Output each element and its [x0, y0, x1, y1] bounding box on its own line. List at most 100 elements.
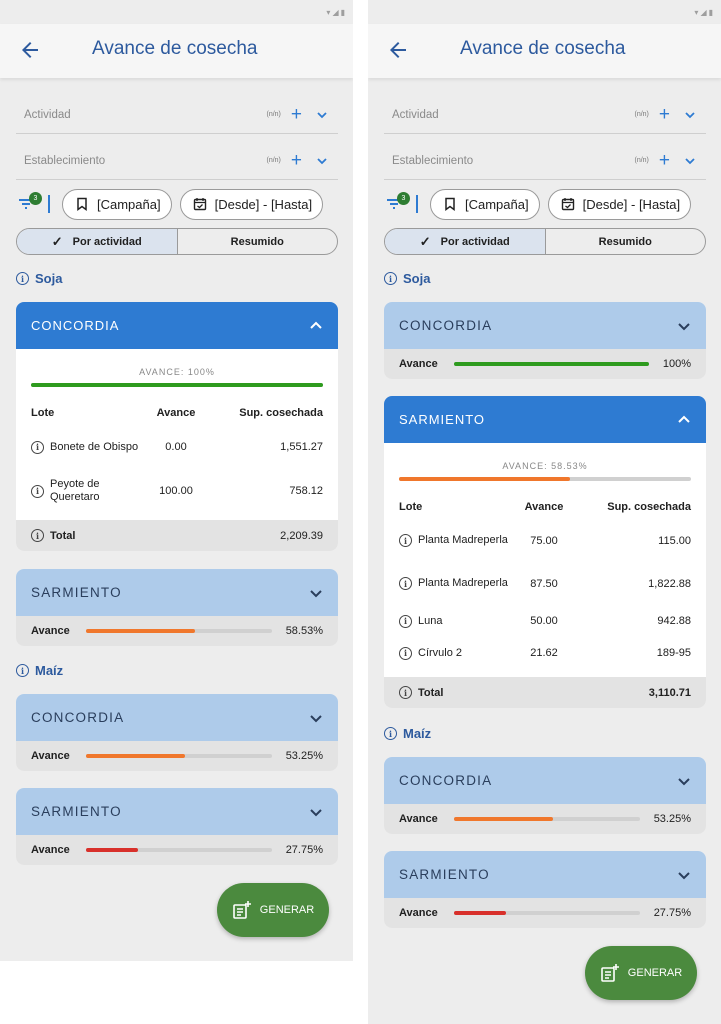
- chevron-down-icon[interactable]: [684, 155, 696, 167]
- card-title: CONCORDIA: [31, 710, 125, 725]
- card-header[interactable]: CONCORDIA: [384, 757, 706, 804]
- card-sarmiento-soja: SARMIENTO Avance 58.53%: [16, 569, 338, 646]
- total-value: 2,209.39: [280, 529, 323, 542]
- card-title: CONCORDIA: [399, 318, 493, 333]
- info-icon[interactable]: i: [31, 440, 44, 454]
- avance-title: AVANCE: 58.53%: [502, 461, 588, 471]
- chevron-down-icon[interactable]: [684, 109, 696, 121]
- add-report-icon: [232, 901, 251, 919]
- chevron-down-icon[interactable]: [677, 319, 691, 333]
- wifi-icon: ▾: [694, 7, 699, 17]
- table-row: i Círvulo 2 21.62 189-95: [399, 637, 691, 669]
- chevron-up-icon[interactable]: [309, 319, 323, 333]
- actividad-field[interactable]: Actividad (n/n) +: [16, 96, 338, 134]
- generar-button[interactable]: GENERAR: [585, 946, 697, 1000]
- toggle-resumido[interactable]: Resumido: [546, 229, 706, 254]
- toggle-por-actividad[interactable]: ✓ Por actividad: [385, 229, 546, 254]
- chevron-down-icon[interactable]: [316, 109, 328, 121]
- toggle-resumido[interactable]: Resumido: [178, 229, 338, 254]
- progress-bar: [454, 362, 649, 366]
- card-title: SARMIENTO: [399, 867, 490, 882]
- avance-label: Avance: [31, 750, 70, 762]
- status-bar: ▾ ◢ ▮: [368, 0, 721, 24]
- back-arrow-icon[interactable]: [18, 38, 42, 62]
- card-header[interactable]: CONCORDIA: [16, 302, 338, 349]
- establecimiento-field[interactable]: Establecimiento (n/n) +: [384, 142, 706, 180]
- header-avance: Avance: [156, 407, 196, 419]
- info-icon[interactable]: i: [399, 614, 412, 628]
- campana-chip[interactable]: [Campaña]: [430, 188, 540, 220]
- calendar-icon: [193, 198, 206, 211]
- section-soja-label: Soja: [403, 271, 431, 286]
- card-header[interactable]: SARMIENTO: [16, 569, 338, 616]
- lote-name: Planta Madreperla: [418, 534, 508, 546]
- lote-sup: 189-95: [656, 647, 691, 659]
- campana-chip[interactable]: [Campaña]: [62, 188, 172, 220]
- card-header[interactable]: CONCORDIA: [16, 694, 338, 741]
- generar-button[interactable]: GENERAR: [217, 883, 329, 937]
- check-icon: ✓: [419, 233, 431, 249]
- view-toggle: ✓ Por actividad Resumido: [384, 228, 706, 255]
- add-icon[interactable]: +: [658, 149, 670, 171]
- table-row: i Luna 50.00 942.88: [399, 605, 691, 637]
- date-range-chip[interactable]: [Desde] - [Hasta]: [547, 188, 692, 220]
- card-header[interactable]: SARMIENTO: [384, 396, 706, 443]
- card-header[interactable]: SARMIENTO: [16, 788, 338, 835]
- total-label: Total: [418, 686, 444, 699]
- card-title: SARMIENTO: [31, 804, 122, 819]
- chevron-down-icon[interactable]: [677, 774, 691, 788]
- lote-name: Peyote de Queretaro: [50, 478, 100, 503]
- header-lote: Lote: [399, 501, 423, 513]
- date-range-chip[interactable]: [Desde] - [Hasta]: [179, 188, 324, 220]
- section-maiz: i Maíz: [384, 726, 431, 741]
- establecimiento-field[interactable]: Establecimiento (n/n) +: [16, 142, 338, 180]
- progress-fill: [454, 362, 649, 366]
- actividad-field[interactable]: Actividad (n/n) +: [384, 96, 706, 134]
- add-icon[interactable]: +: [290, 149, 302, 171]
- card-header[interactable]: SARMIENTO: [384, 851, 706, 898]
- calendar-icon: [561, 198, 574, 211]
- chevron-down-icon[interactable]: [309, 586, 323, 600]
- avance-label: Avance: [399, 358, 438, 370]
- info-icon: i: [384, 727, 397, 740]
- card-concordia-soja: CONCORDIA AVANCE: 100% Lote Avance Sup. …: [16, 302, 338, 551]
- info-icon[interactable]: i: [399, 686, 412, 699]
- filter-icon[interactable]: 3: [385, 192, 410, 214]
- info-icon[interactable]: i: [399, 577, 412, 590]
- count-label: (n/n): [634, 157, 649, 164]
- progress-fill: [86, 754, 185, 758]
- card-header[interactable]: CONCORDIA: [384, 302, 706, 349]
- app-bar: Avance de cosecha: [368, 24, 721, 78]
- info-icon[interactable]: i: [31, 529, 44, 542]
- add-icon[interactable]: +: [658, 103, 670, 125]
- add-icon[interactable]: +: [290, 103, 302, 125]
- chevron-down-icon[interactable]: [677, 868, 691, 882]
- table-row: i Planta Madreperla 87.50 1,822.88: [399, 562, 691, 605]
- page-title: Avance de cosecha: [92, 38, 258, 59]
- avance-percent: 27.75%: [285, 844, 323, 856]
- avance-row: Avance 58.53%: [16, 616, 338, 646]
- avance-row: Avance 27.75%: [384, 898, 706, 928]
- info-icon[interactable]: i: [31, 484, 44, 498]
- filter-icon[interactable]: 3: [17, 192, 42, 214]
- card-title: CONCORDIA: [31, 318, 120, 333]
- back-arrow-icon[interactable]: [386, 38, 410, 62]
- toggle-por-actividad[interactable]: ✓ Por actividad: [17, 229, 178, 254]
- count-label: (n/n): [634, 111, 649, 118]
- avance-row: Avance 27.75%: [16, 835, 338, 865]
- chevron-down-icon[interactable]: [316, 155, 328, 167]
- section-soja: i Soja: [16, 271, 62, 286]
- lote-avance: 21.62: [530, 647, 558, 659]
- chevron-down-icon[interactable]: [309, 805, 323, 819]
- info-icon[interactable]: i: [399, 646, 412, 660]
- toggle-resumido-label: Resumido: [230, 235, 284, 248]
- card-sarmiento-soja: SARMIENTO AVANCE: 58.53% Lote Avance Sup…: [384, 396, 706, 708]
- lote-avance: 0.00: [165, 441, 187, 453]
- progress-bar: [86, 629, 272, 633]
- card-title: CONCORDIA: [399, 773, 493, 788]
- info-icon[interactable]: i: [399, 534, 412, 547]
- avance-row: Avance 53.25%: [384, 804, 706, 834]
- chevron-down-icon[interactable]: [309, 711, 323, 725]
- chevron-up-icon[interactable]: [677, 413, 691, 427]
- lote-sup: 758.12: [289, 485, 323, 497]
